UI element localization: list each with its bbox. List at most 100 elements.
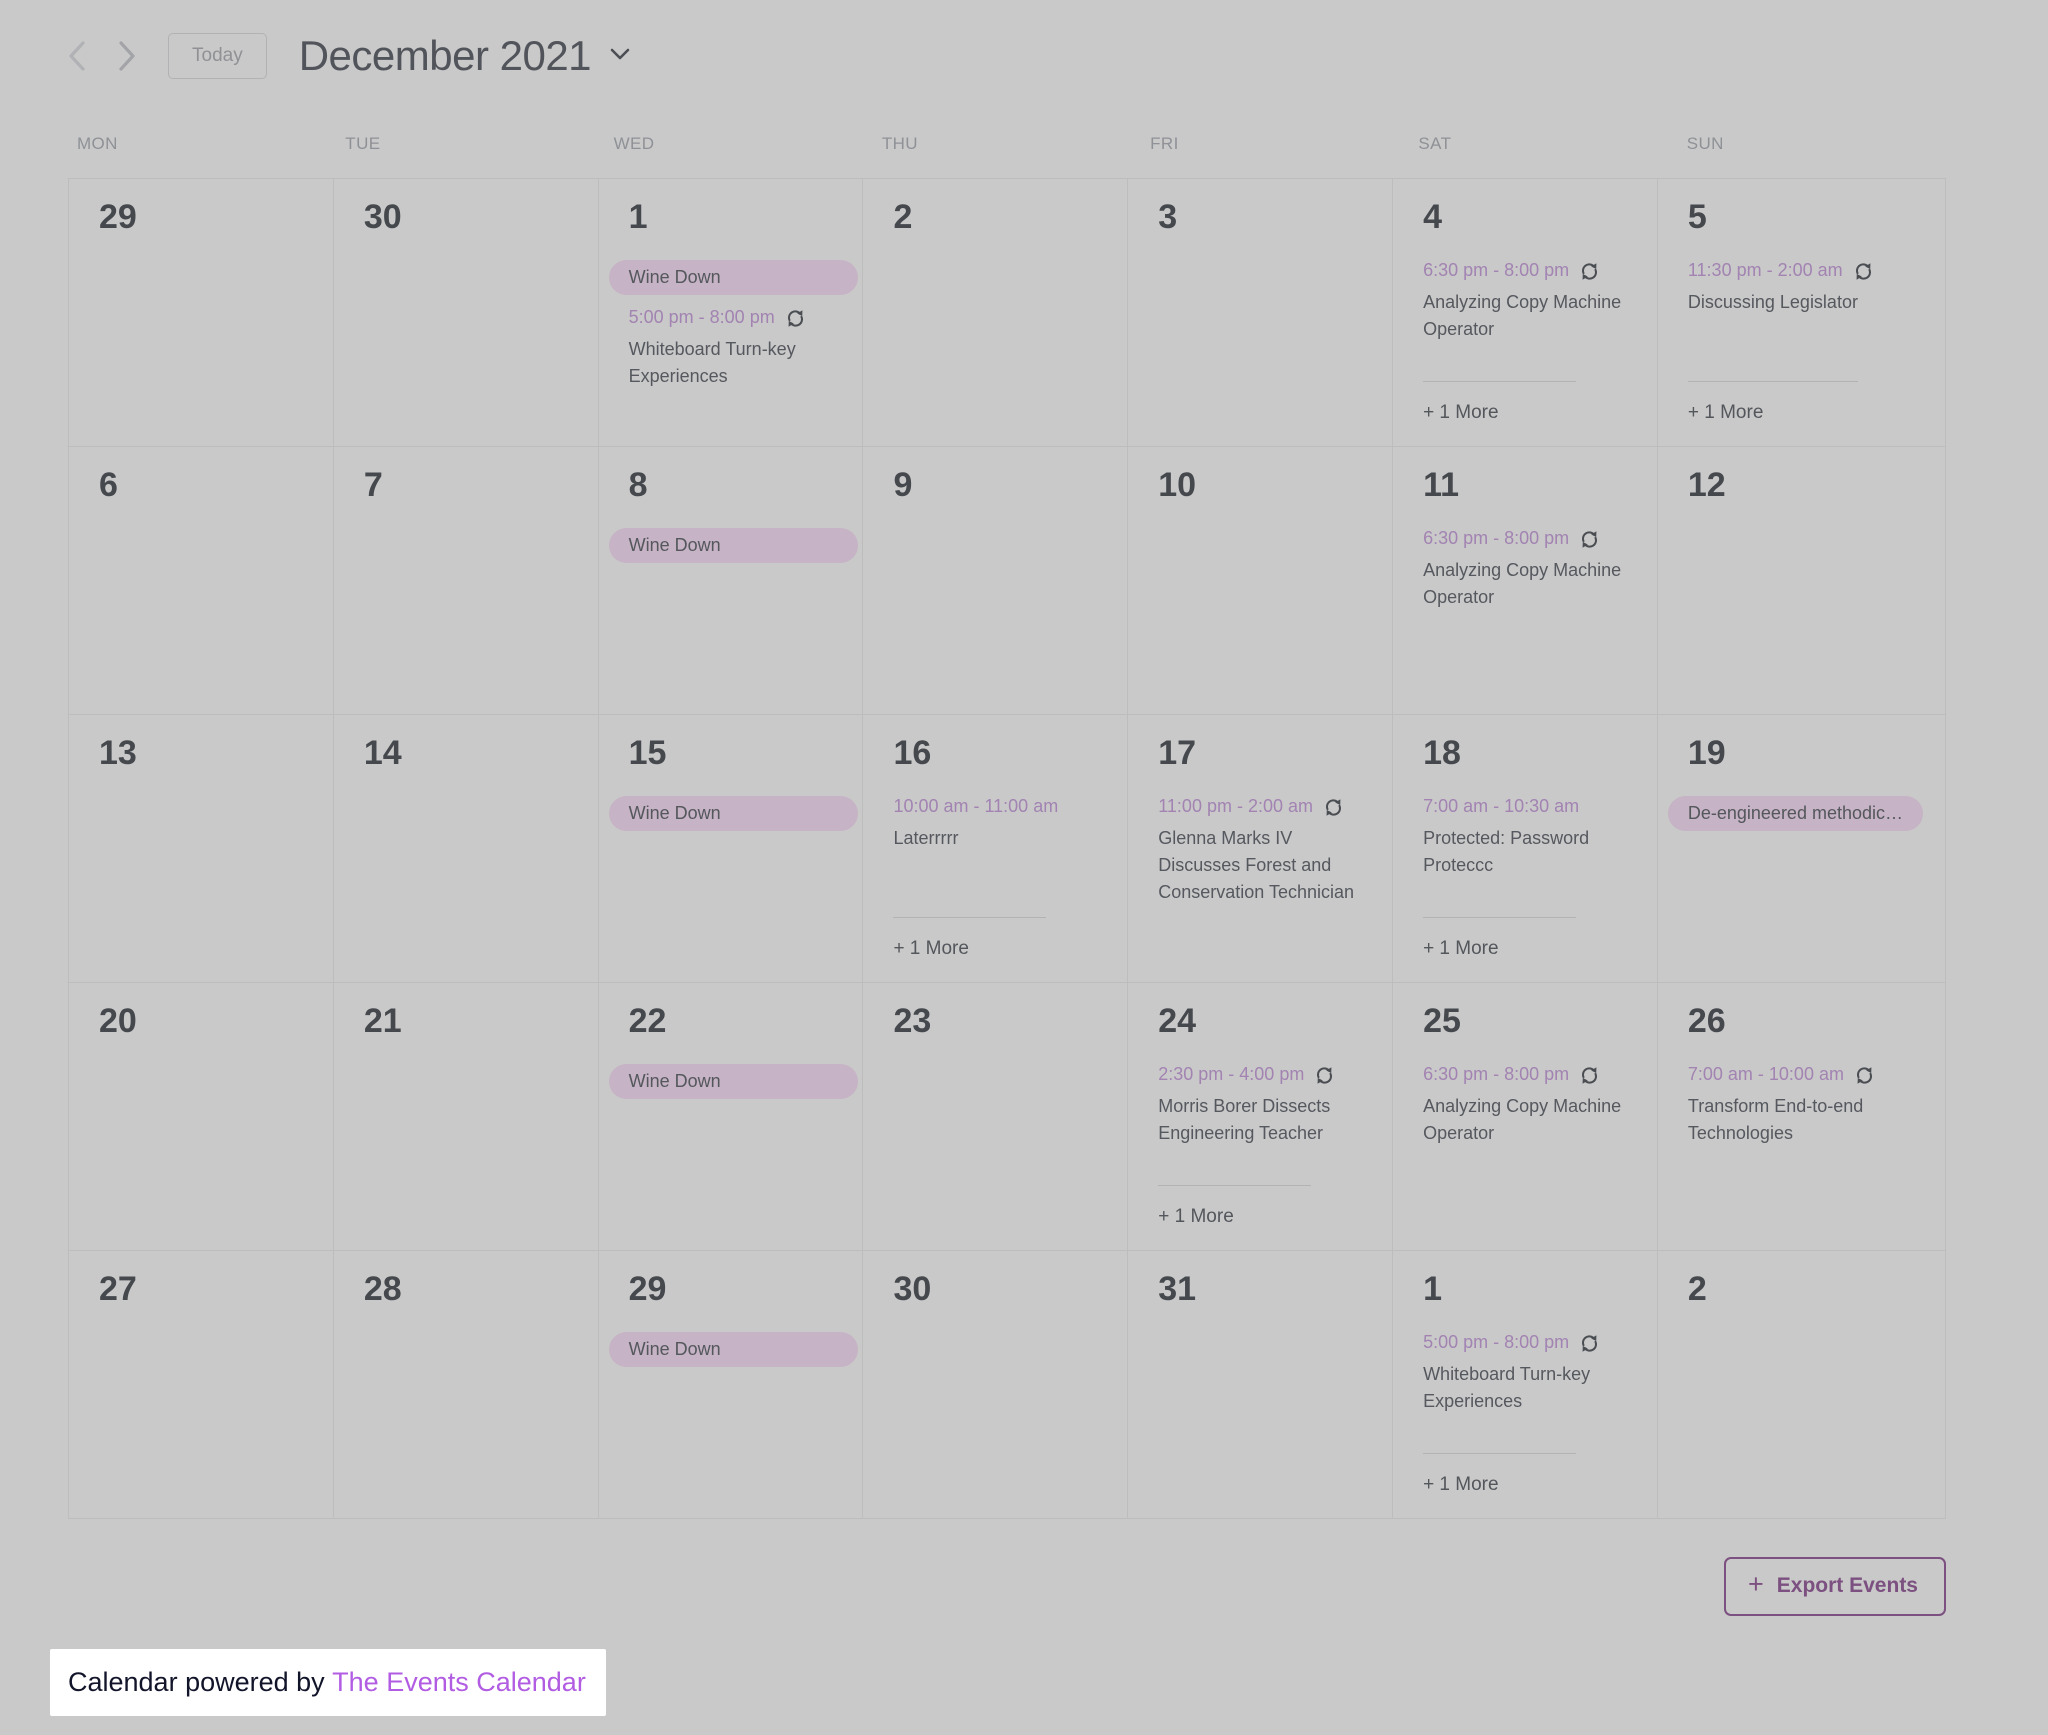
event-time: 2:30 pm - 4:00 pm <box>1158 1064 1305 1085</box>
day-cell: 5 11:30 pm - 2:00 am Discussing Legislator… <box>1657 179 1946 447</box>
event-title: Analyzing Copy Machine Operator <box>1423 559 1622 607</box>
recurring-sync-icon <box>1317 1066 1333 1084</box>
multiday-event-pill[interactable]: De-engineered methodic… <box>1667 796 1923 832</box>
day-cell: 14 <box>333 715 599 983</box>
day-cell: 27 <box>69 1251 334 1519</box>
day-number: 30 <box>893 1270 932 1308</box>
day-events: 10:00 am - 11:00 am Laterrrrr <box>893 796 1097 852</box>
more-events-area: + 1 More <box>1423 381 1627 446</box>
day-cell: 30 <box>333 179 599 447</box>
event[interactable]: 5:00 pm - 8:00 pm Whiteboard Turn-key Exp… <box>629 307 833 390</box>
day-number: 6 <box>99 466 118 504</box>
event-time: 7:00 am - 10:30 am <box>1423 796 1580 817</box>
more-events-link[interactable]: + 1 More <box>1423 1474 1499 1495</box>
day-cell: 11 6:30 pm - 8:00 pm Analyzing Copy Machin… <box>1393 447 1658 715</box>
day-cell: 16 10:00 am - 11:00 am Laterrrrr + 1 More <box>863 715 1129 983</box>
multiday-event-pill[interactable]: Wine Down <box>608 1064 859 1100</box>
day-number: 14 <box>363 734 402 772</box>
day-cell: 15 Wine Down <box>598 715 864 983</box>
event[interactable]: 7:00 am - 10:30 am Protected: Password Pr… <box>1423 796 1627 879</box>
day-cell: 1 Wine Down 5:00 pm - 8:00 pm Whiteboard Tu… <box>598 179 864 447</box>
day-cell: 20 <box>69 983 334 1251</box>
recurring-icon-wrap <box>1579 261 1600 282</box>
day-cell: 9 <box>863 447 1129 715</box>
event-time: 6:30 pm - 8:00 pm <box>1423 260 1570 281</box>
event-title: Morris Borer Dissects Engineering Teache… <box>1158 1095 1331 1143</box>
more-divider <box>1423 381 1576 382</box>
more-events-link[interactable]: + 1 More <box>1423 402 1499 423</box>
day-events: 2:30 pm - 4:00 pm Morris Borer Dissects E… <box>1158 1064 1362 1147</box>
today-button[interactable]: Today <box>168 33 267 79</box>
more-divider <box>1687 381 1859 382</box>
day-number: 26 <box>1687 1002 1726 1040</box>
more-events-area: + 1 More <box>1158 1185 1362 1250</box>
day-number: 15 <box>628 734 667 772</box>
day-events: 7:00 am - 10:30 am Protected: Password Pr… <box>1423 796 1627 879</box>
next-month-button[interactable] <box>112 35 142 77</box>
day-events: Wine Down 5:00 pm - 8:00 pm Whiteboard Tur… <box>608 260 859 390</box>
event-title: Whiteboard Turn-key Experiences <box>628 338 796 386</box>
export-events-button[interactable]: + Export Events <box>1724 1557 1946 1616</box>
day-cell: 23 <box>863 983 1129 1251</box>
event[interactable]: 10:00 am - 11:00 am Laterrrrr <box>893 796 1097 852</box>
event[interactable]: 2:30 pm - 4:00 pm Morris Borer Dissects E… <box>1158 1064 1362 1147</box>
day-number: 8 <box>628 466 648 504</box>
day-number: 10 <box>1158 466 1197 504</box>
event[interactable]: 6:30 pm - 8:00 pm Analyzing Copy Machine … <box>1423 528 1627 611</box>
day-cell: 13 <box>69 715 334 983</box>
event-time-row: 6:30 pm - 8:00 pm <box>1423 528 1627 550</box>
prev-month-button[interactable] <box>62 35 92 77</box>
more-events-link[interactable]: + 1 More <box>1687 402 1764 423</box>
more-events-link[interactable]: + 1 More <box>893 938 969 959</box>
calendar-credit: Calendar powered by The Events Calendar <box>50 1649 606 1716</box>
more-events-link[interactable]: + 1 More <box>1158 1206 1234 1227</box>
day-number: 4 <box>1423 198 1442 236</box>
day-number: 29 <box>628 1270 667 1308</box>
event[interactable]: 11:30 pm - 2:00 am Discussing Legislator <box>1688 260 1915 316</box>
multiday-event-pill[interactable]: Wine Down <box>608 260 859 296</box>
event-time: 5:00 pm - 8:00 pm <box>628 307 775 328</box>
event[interactable]: 6:30 pm - 8:00 pm Analyzing Copy Machine … <box>1423 260 1627 343</box>
day-cell: 8 Wine Down <box>598 447 864 715</box>
day-cell: 10 <box>1128 447 1394 715</box>
day-number: 30 <box>363 198 402 236</box>
event-time: 6:30 pm - 8:00 pm <box>1423 1064 1570 1085</box>
day-cell: 28 <box>333 1251 599 1519</box>
the-events-calendar-link[interactable]: The Events Calendar <box>332 1667 586 1697</box>
day-number: 29 <box>99 198 137 236</box>
day-cell: 18 7:00 am - 10:30 am Protected: Password … <box>1393 715 1658 983</box>
day-events: Wine Down <box>608 528 859 564</box>
weekday-label: THU <box>881 134 918 153</box>
day-events: Wine Down <box>608 1332 859 1368</box>
calendar-page: Today December 2021 MON TUE WED THU FRI SAT SU… <box>68 0 1946 1616</box>
more-events-area: + 1 More <box>893 917 1097 982</box>
weekday-label: WED <box>613 134 655 153</box>
event[interactable]: 5:00 pm - 8:00 pm Whiteboard Turn-key Exp… <box>1423 1332 1627 1415</box>
event-title: Laterrrrr <box>893 827 959 848</box>
credit-text: Calendar powered by <box>68 1667 333 1697</box>
event[interactable]: 11:00 pm - 2:00 am Glenna Marks IV Discus… <box>1158 796 1362 906</box>
event-title: Transform End-to-end Technologies <box>1687 1095 1864 1143</box>
event-time: 11:30 pm - 2:00 am <box>1687 260 1843 281</box>
multiday-event-pill[interactable]: Wine Down <box>608 528 859 564</box>
day-number: 16 <box>893 734 932 772</box>
plus-icon: + <box>1748 1569 1764 1600</box>
multiday-event-pill[interactable]: Wine Down <box>608 1332 859 1368</box>
day-number: 1 <box>628 198 648 236</box>
day-events: Wine Down <box>608 1064 859 1100</box>
month-nav <box>62 35 142 77</box>
month-selector[interactable]: December 2021 <box>299 32 631 80</box>
event[interactable]: 6:30 pm - 8:00 pm Analyzing Copy Machine … <box>1423 1064 1627 1147</box>
multiday-event-pill[interactable]: Wine Down <box>608 796 859 832</box>
day-number: 19 <box>1687 734 1726 772</box>
event[interactable]: 7:00 am - 10:00 am Transform End-to-end T… <box>1688 1064 1915 1147</box>
event-time-row: 5:00 pm - 8:00 pm <box>1423 1332 1627 1354</box>
day-cell: 19 De-engineered methodic… <box>1657 715 1946 983</box>
day-number: 23 <box>893 1002 932 1040</box>
recurring-icon-wrap <box>1579 529 1600 550</box>
day-number: 21 <box>363 1002 402 1040</box>
day-cell: 2 <box>1657 1251 1946 1519</box>
multiday-event-title: Wine Down <box>628 1339 721 1360</box>
more-events-link[interactable]: + 1 More <box>1423 938 1499 959</box>
day-cell: 30 <box>863 1251 1129 1519</box>
